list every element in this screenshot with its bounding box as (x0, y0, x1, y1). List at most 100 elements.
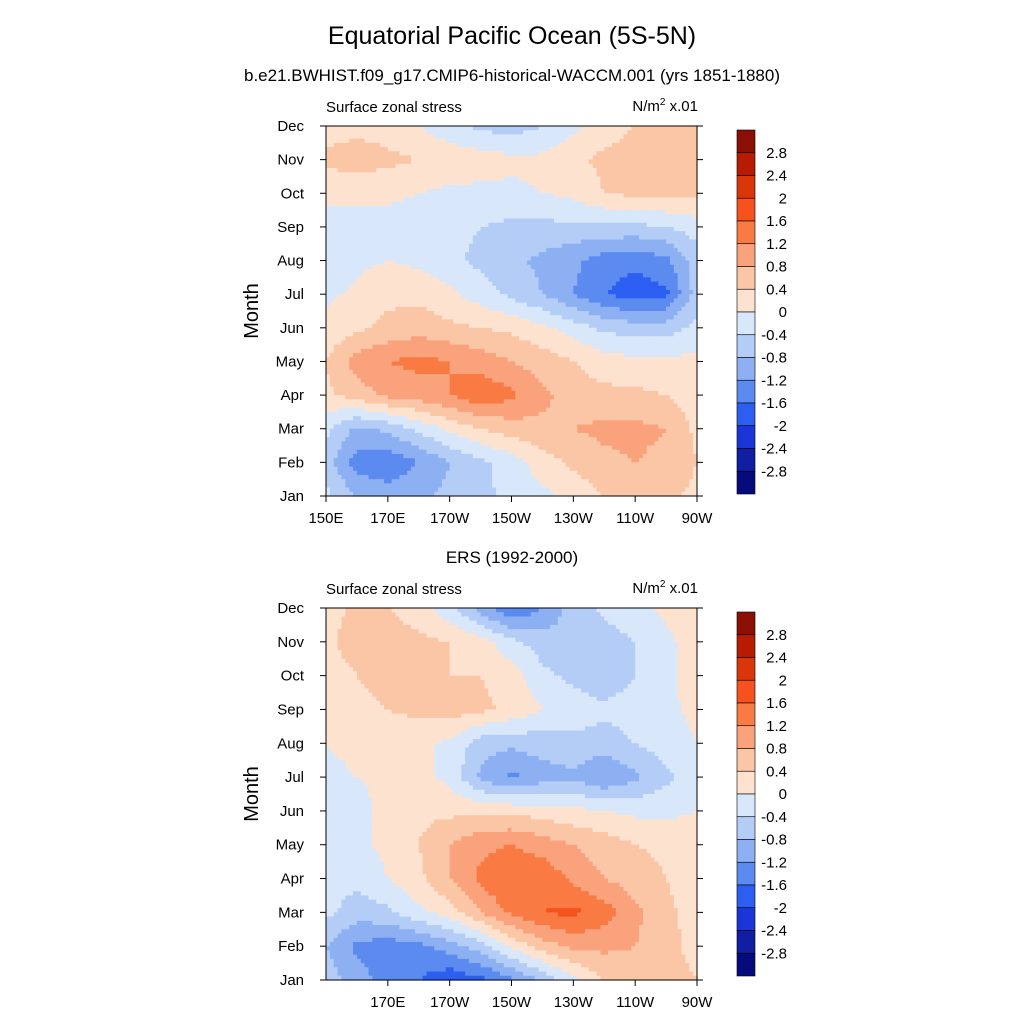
panel1-contour-cell (542, 231, 547, 236)
panel1-contour-cell (673, 327, 679, 333)
panel1-contour-cell (349, 256, 354, 262)
panel1-contour-cell (434, 302, 439, 308)
panel1-contour-cell (414, 159, 420, 165)
panel1-contour-cell (631, 298, 636, 304)
panel1-contour-cell (581, 252, 586, 257)
panel1-contour-cell (430, 315, 435, 320)
panel1-contour-cell (438, 168, 443, 173)
panel1-contour-cell (383, 306, 389, 312)
panel1-contour-cell (693, 126, 698, 131)
panel1-contour-cell (499, 323, 505, 329)
panel1-contour-cell (349, 235, 354, 241)
panel1-contour-cell (538, 180, 544, 186)
panel1-contour-cell (526, 306, 532, 312)
panel1-contour-cell (592, 231, 598, 236)
panel1-contour-cell (611, 176, 617, 182)
panel1-contour-cell (472, 201, 478, 207)
panel1-contour-cell (592, 159, 598, 165)
panel1-contour-cell (465, 176, 470, 182)
panel1-contour-cell (669, 231, 675, 236)
panel1-contour-cell (669, 256, 675, 262)
panel1-contour-cell (615, 134, 621, 140)
panel1-contour-cell (569, 147, 574, 152)
panel1-contour-cell (550, 163, 555, 169)
panel1-contour-cell (557, 159, 563, 165)
panel1-contour-cell (438, 180, 443, 186)
panel1-contour-cell (561, 226, 567, 232)
panel1-contour-cell (356, 210, 362, 215)
panel1-contour-cell (407, 298, 412, 304)
panel1-contour-cell (376, 134, 381, 140)
panel1-contour-cell (658, 189, 663, 194)
panel1-contour-cell (364, 294, 370, 299)
panel1-contour-cell (480, 197, 486, 203)
panel1-contour-cell (380, 268, 385, 274)
panel1-contour-cell (496, 159, 501, 165)
panel1-contour-cell (604, 332, 609, 337)
panel1-contour-cell (465, 138, 470, 144)
panel1-contour-cell (596, 155, 601, 161)
panel1-contour-cell (337, 197, 343, 203)
panel1-contour-cell (383, 264, 389, 270)
panel1-contour-cell (414, 281, 420, 287)
panel1-contour-cell (646, 273, 652, 278)
panel1-contour-cell (441, 281, 447, 287)
panel1-contour-cell (349, 277, 354, 283)
panel1-contour-cell (608, 315, 613, 320)
panel1-contour-cell (333, 239, 339, 245)
panel1-contour-cell (360, 184, 366, 190)
panel1-contour-cell (507, 273, 513, 278)
panel1-contour-cell (364, 180, 370, 186)
panel1-contour-cell (399, 231, 404, 236)
panel1-contour-cell (600, 247, 605, 253)
panel1-contour-cell (465, 151, 470, 157)
panel1-contour-cell (677, 231, 683, 236)
panel1-contour-cell (646, 252, 652, 257)
panel1-contour-cell (345, 289, 350, 295)
panel1-contour-cell (380, 323, 385, 329)
panel1-contour-cell (650, 281, 656, 287)
panel1-contour-cell (383, 252, 389, 257)
panel1-contour-cell (484, 214, 489, 220)
panel1-contour-cell (642, 256, 648, 262)
panel1-contour-cell (681, 273, 686, 278)
panel1-contour-cell (461, 327, 466, 333)
panel1-contour-cell (592, 311, 598, 316)
panel1-contour-cell (414, 231, 420, 236)
panel1-contour-cell (542, 155, 547, 161)
panel1-contour-cell (635, 210, 640, 215)
panel1-contour-cell (639, 226, 644, 232)
panel1-contour-cell (403, 315, 408, 320)
panel1-contour-cell (465, 239, 470, 245)
panel1-contour-cell (430, 130, 435, 135)
panel1-contour-cell (353, 302, 358, 308)
panel1-contour-cell (329, 155, 335, 161)
panel1-contour-cell (565, 239, 571, 245)
panel1-contour-cell (449, 134, 455, 140)
panel1-contour-cell (422, 155, 428, 161)
panel1-contour-cell (600, 268, 605, 274)
panel1-contour-cell (468, 289, 474, 295)
panel1-contour-cell (449, 176, 455, 182)
panel1-contour-cell (662, 323, 667, 329)
panel1-contour-cell (588, 332, 594, 337)
panel1-contour-cell (511, 252, 516, 257)
panel1-contour-cell (515, 252, 520, 257)
panel1-contour-cell (658, 327, 663, 333)
panel1-contour-cell (349, 214, 354, 220)
panel1-contour-cell (329, 273, 335, 278)
panel1-contour-cell (530, 277, 536, 283)
panel1-contour-cell (584, 126, 590, 131)
panel1-contour-cell (600, 252, 605, 257)
panel1-contour-cell (353, 151, 358, 157)
panel1-contour-cell (650, 327, 656, 333)
panel1-contour-cell (499, 218, 505, 224)
panel1-contour-cell (615, 256, 621, 262)
panel1-contour-cell (391, 298, 397, 304)
panel1-contour-cell (530, 180, 536, 186)
panel1-contour-cell (411, 163, 416, 169)
panel1-contour-cell (411, 285, 416, 291)
panel1-contour-cell (526, 184, 532, 190)
panel1-contour-cell (658, 298, 663, 304)
panel1-contour-cell (492, 151, 497, 157)
